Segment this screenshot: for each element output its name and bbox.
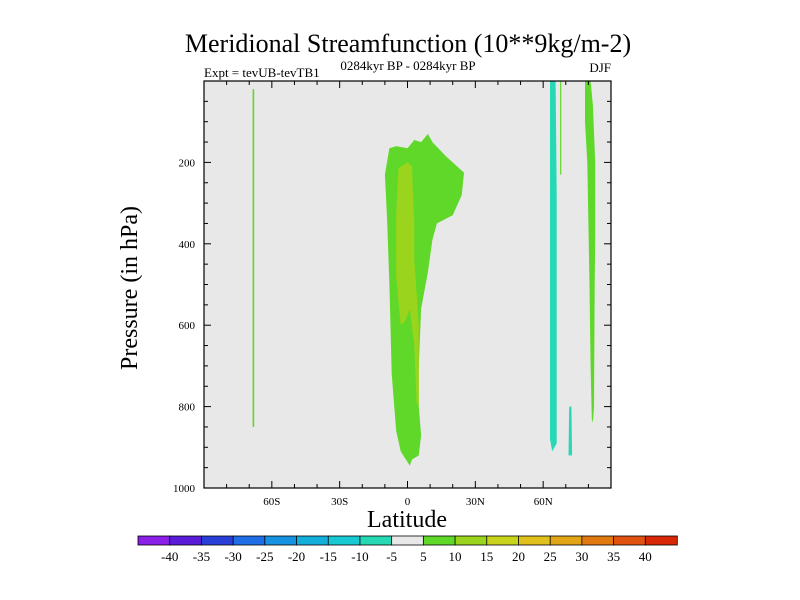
colorbar-label: 15 [480,549,493,564]
colorbar-label: 35 [607,549,620,564]
colorbar-box [232,535,266,546]
colorbar-label: -25 [256,549,273,564]
x-tick-label: 30N [466,496,485,508]
colorbar-box [296,535,329,546]
contour-region-0 [252,89,255,427]
colorbar-label: -15 [320,549,337,564]
contour-regions [252,81,596,466]
y-tick-label: 1000 [173,483,196,495]
chart-subtitle-right: DJF [589,60,611,75]
colorbar-label: -20 [288,549,305,564]
colorbar-label: 30 [575,549,588,564]
y-tick-label: 600 [179,320,196,332]
contour-region-2 [396,162,419,407]
colorbar-box [391,535,425,546]
colorbar-box [549,535,583,546]
y-tick-label: 800 [179,402,196,414]
colorbar-box [454,535,488,546]
colorbar-box [359,535,393,546]
colorbar-box [422,535,456,546]
colorbar-box [613,535,647,546]
x-axis-label: Latitude [367,507,447,533]
colorbar-label: 20 [512,549,525,564]
colorbar-box [264,535,298,546]
colorbar-box [169,535,203,546]
contour-region-5 [568,406,573,456]
x-tick-label: 0 [405,496,411,508]
y-tick-label: 200 [179,157,196,169]
y-tick-label: 400 [179,239,196,251]
chart-subtitle-left: Expt = tevUB-tevTB1 [204,65,320,80]
y-axis-label: Pressure (in hPa) [117,206,143,370]
chart-title: Meridional Streamfunction (10**9kg/m-2) [185,29,631,58]
colorbar-label: 25 [544,549,557,564]
colorbar-box [518,535,551,546]
colorbar-label: -5 [386,549,397,564]
contour-region-6 [585,81,596,423]
colorbar-label: 40 [639,549,652,564]
y-axis-ticks: 200 400 600 800 1000 [173,100,611,495]
colorbar-box [327,535,361,546]
colorbar-label: 5 [420,549,427,564]
colorbar-label: -10 [351,549,368,564]
colorbar-box [201,535,234,546]
colorbar-box [486,535,520,546]
colorbar-label: -35 [193,549,210,564]
x-axis-ticks: 60S 30S 0 30N 60N [203,81,612,508]
colorbar-box [581,535,615,546]
contour-region-4 [560,81,562,175]
x-tick-label: 30S [331,496,348,508]
colorbar-box [137,535,171,546]
x-tick-label: 60S [263,496,280,508]
x-tick-label: 60N [534,496,553,508]
chart-subtitle-center: 0284kyr BP - 0284kyr BP [340,58,475,73]
colorbar: -40 -35 -30 -25 -20 -15 -10 -5 5 10 15 20 25 30 35 40 [137,535,678,564]
contour-region-3 [550,81,557,452]
colorbar-label: -30 [224,549,241,564]
colorbar-label: 10 [449,549,462,564]
colorbar-label: -40 [161,549,178,564]
colorbar-box [644,535,678,546]
